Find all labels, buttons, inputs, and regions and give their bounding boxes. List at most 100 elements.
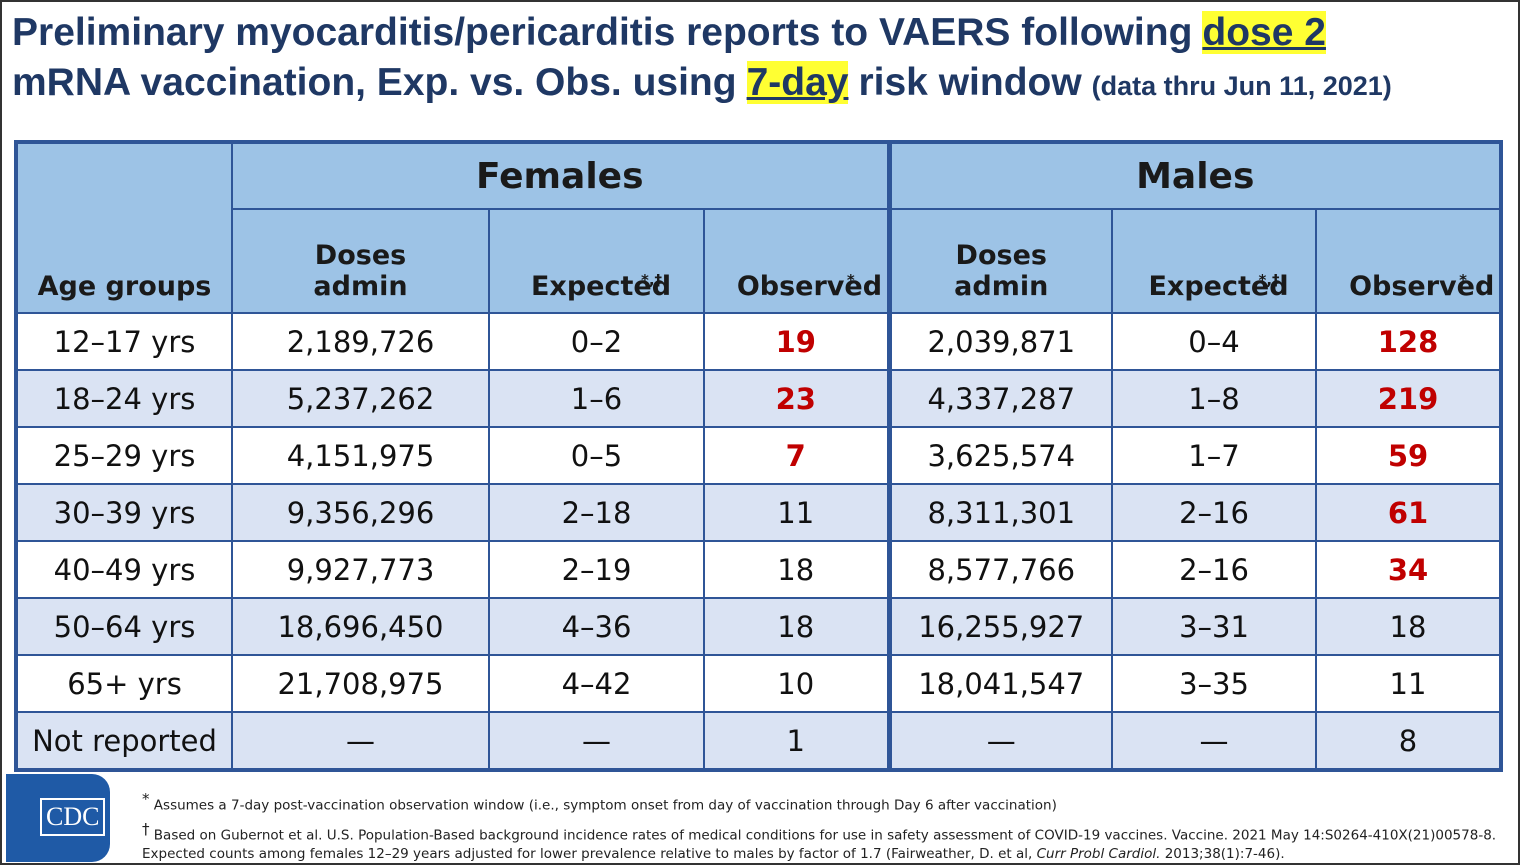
age-cell: 50–64 yrs (15, 597, 233, 656)
table-cell: 2–18 (488, 483, 705, 542)
footnote-text: 2013;38(1):7-46). (1164, 846, 1285, 862)
table-cell: 18 (1315, 597, 1502, 656)
table-cell: 219 (1315, 369, 1502, 428)
table-cell: 9,927,773 (231, 540, 490, 599)
title-text: mRNA vaccination, Exp. vs. Obs. using (12, 61, 737, 104)
age-cell: Not reported (15, 711, 233, 771)
column-label: Doses admin (954, 240, 1049, 302)
table-cell: 10 (703, 654, 890, 713)
header-row: Age groups Females Males (15, 141, 1502, 314)
age-cell: 30–39 yrs (15, 483, 233, 542)
footnote-mark: * (142, 790, 150, 808)
table-cell: 3,625,574 (886, 426, 1113, 485)
column-header: Expected*,† (488, 208, 705, 314)
table-cell: 18 (703, 540, 890, 599)
table-cell: 21,708,975 (231, 654, 490, 713)
column-label: Doses admin (313, 240, 408, 302)
table-cell: 4,337,287 (886, 369, 1113, 428)
table-cell: 4–36 (488, 597, 705, 656)
table-cell: 11 (703, 483, 890, 542)
table-cell: 2–16 (1111, 540, 1317, 599)
table-row: 25–29 yrs 4,151,975 0–5 7 3,625,574 1–7 59 (15, 426, 1502, 485)
column-label: Expected (530, 271, 672, 302)
title-note: (data thru Jun 11, 2021) (1091, 71, 1392, 101)
title-highlight: dose 2 (1202, 11, 1326, 54)
column-header: Observed* (1315, 208, 1502, 314)
table-cell: 61 (1315, 483, 1502, 542)
age-cell: 18–24 yrs (15, 369, 233, 428)
title-text: risk window (858, 61, 1082, 104)
data-table: Age groups Females Males Doses admin Expecte… (14, 140, 1503, 772)
table-cell: 18,696,450 (231, 597, 490, 656)
column-label: Observed (1349, 271, 1495, 302)
table-cell: 16,255,927 (886, 597, 1113, 656)
footnote-mark: *,† (640, 271, 663, 289)
table-row: 12–17 yrs 2,189,726 0–2 19 2,039,871 0–4 128 (15, 312, 1502, 371)
table-cell: 2,189,726 (231, 312, 490, 371)
table-row: 40–49 yrs 9,927,773 2–19 18 8,577,766 2–16 34 (15, 540, 1502, 599)
table-cell: 18 (703, 597, 890, 656)
table-cell: 128 (1315, 312, 1502, 371)
table-cell: 7 (703, 426, 890, 485)
table-row: 65+ yrs 21,708,975 4–42 10 18,041,547 3–35 11 (15, 654, 1502, 713)
group-header: Females (231, 141, 890, 210)
table-cell: 23 (703, 369, 890, 428)
footnote-journal: Curr Probl Cardiol. (1036, 846, 1161, 862)
table-cell: — (886, 711, 1113, 771)
table-row: Not reported — —1— —8 (15, 711, 1502, 771)
table-cell: 2,039,871 (886, 312, 1113, 371)
footnote-mark: * (846, 271, 855, 289)
table-cell: 8,311,301 (886, 483, 1113, 542)
table-cell: 59 (1315, 426, 1502, 485)
table-cell: 8,577,766 (886, 540, 1113, 599)
table-cell: 4–42 (488, 654, 705, 713)
column-header: Observed* (703, 208, 890, 314)
header-row: Doses admin Expected*,† Observed* Doses adm… (16, 208, 1502, 314)
footnote-mark: † (142, 819, 150, 838)
table-cell: 9,356,296 (231, 483, 490, 542)
table-cell: 1–7 (1111, 426, 1317, 485)
group-header: Males (886, 141, 1502, 210)
table-cell: 3–35 (1111, 654, 1317, 713)
age-cell: 40–49 yrs (15, 540, 233, 599)
footnote: † Based on Gubernot et al. U.S. Populati… (142, 820, 1502, 865)
table-cell: 3–31 (1111, 597, 1317, 656)
table-row: 18–24 yrs 5,237,262 1–6 23 4,337,287 1–8 219 (15, 369, 1502, 428)
age-cell: 25–29 yrs (15, 426, 233, 485)
table-cell: 11 (1315, 654, 1502, 713)
table-cell: 19 (703, 312, 890, 371)
cdc-logo: CDC (6, 774, 110, 862)
table-cell: 4,151,975 (231, 426, 490, 485)
column-label: Expected (1148, 271, 1289, 302)
column-header: Doses admin (231, 208, 490, 314)
age-cell: 65+ yrs (15, 654, 233, 713)
table-cell: — (1111, 711, 1317, 771)
table-cell: 18,041,547 (886, 654, 1113, 713)
table-cell: 0–4 (1111, 312, 1317, 371)
footnote-text: Assumes a 7-day post-vaccination observa… (153, 797, 1057, 814)
table-cell: 8 (1315, 711, 1502, 771)
table-cell: 0–2 (488, 312, 705, 371)
table-cell: 5,237,262 (231, 369, 490, 428)
table-cell: 2–16 (1111, 483, 1317, 542)
table-cell: — (231, 711, 490, 771)
table-body: 12–17 yrs 2,189,726 0–2 19 2,039,871 0–4 128 18… (15, 312, 1502, 771)
column-header: Expected*,† (1111, 208, 1317, 314)
logo-text: CDC (40, 798, 106, 836)
table-cell: 0–5 (488, 426, 705, 485)
table-cell: 2–19 (488, 540, 705, 599)
table-cell: 1–6 (488, 369, 705, 428)
title-highlight: 7-day (746, 61, 849, 104)
footnote-mark: * (1459, 271, 1467, 289)
table-cell: — (488, 711, 705, 771)
title-text: Preliminary myocarditis/pericarditis rep… (12, 11, 1193, 54)
footnote-text: Based on Gubernot et al. U.S. Population… (142, 827, 1497, 862)
table-cell: 1–8 (1111, 369, 1317, 428)
table-row: 30–39 yrs 9,356,296 2–18 11 8,311,301 2–16 61 (15, 483, 1502, 542)
table-cell: 1 (703, 711, 890, 771)
footnote-mark: *,† (1258, 271, 1280, 289)
column-header: Doses admin (886, 208, 1113, 314)
table-header: Age groups Females Males Doses admin Expecte… (15, 141, 1502, 314)
table-cell: 34 (1315, 540, 1502, 599)
